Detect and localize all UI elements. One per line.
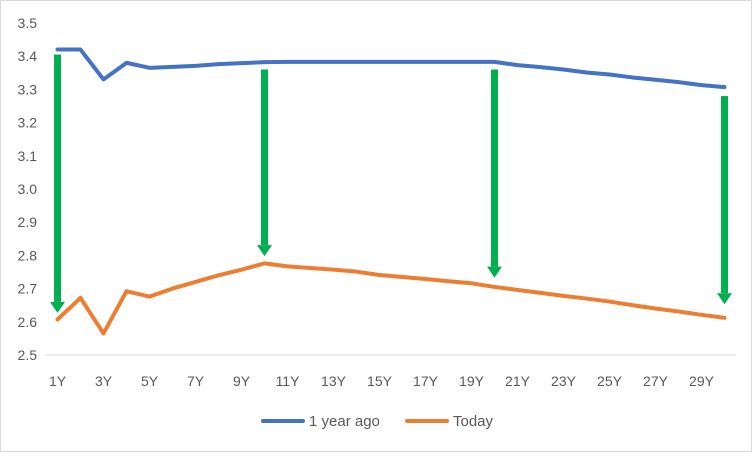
x-tick-label: 7Y xyxy=(187,373,205,389)
x-tick-label: 21Y xyxy=(505,373,531,389)
y-axis: 2.5 2.6 2.7 2.8 2.9 3.0 3.1 3.2 3.3 3.4 3.5 xyxy=(18,15,38,363)
x-tick-label: 5Y xyxy=(141,373,159,389)
series-line-today xyxy=(55,261,727,336)
y-tick-label: 3.2 xyxy=(18,115,38,131)
down-arrow-icon xyxy=(717,96,732,305)
y-tick-label: 3.5 xyxy=(18,15,38,31)
legend-item-one-year-ago: 1 year ago xyxy=(261,413,380,430)
x-axis: 1Y 3Y 5Y 7Y 9Y 11Y 13Y 15Y 17Y 19Y 21Y 23Y 25Y 27Y 29Y xyxy=(49,373,715,389)
series-lines xyxy=(55,47,727,336)
y-tick-label: 2.9 xyxy=(18,214,38,230)
y-tick-label: 3.4 xyxy=(18,48,38,64)
down-arrow-icon xyxy=(50,54,65,313)
x-tick-label: 27Y xyxy=(643,373,669,389)
x-tick-label: 11Y xyxy=(276,373,301,389)
series-line-one-year-ago xyxy=(55,47,727,90)
x-tick-label: 25Y xyxy=(597,373,623,389)
down-arrow-icon xyxy=(487,69,502,278)
y-tick-label: 3.0 xyxy=(18,181,38,197)
y-tick-label: 2.7 xyxy=(18,281,38,297)
y-tick-label: 3.3 xyxy=(18,81,38,97)
arrow-annotations xyxy=(50,54,732,313)
y-tick-label: 3.1 xyxy=(18,148,38,164)
x-tick-label: 15Y xyxy=(367,373,393,389)
legend-label: Today xyxy=(453,413,494,430)
x-tick-label: 19Y xyxy=(459,373,485,389)
x-tick-label: 3Y xyxy=(95,373,113,389)
legend: 1 year ago Today xyxy=(261,413,494,430)
x-tick-label: 13Y xyxy=(321,373,347,389)
y-tick-label: 2.8 xyxy=(18,247,38,263)
x-tick-label: 29Y xyxy=(689,373,715,389)
x-tick-label: 9Y xyxy=(233,373,251,389)
x-tick-label: 1Y xyxy=(49,373,67,389)
down-arrow-icon xyxy=(257,69,272,257)
x-tick-label: 17Y xyxy=(413,373,439,389)
legend-label: 1 year ago xyxy=(309,413,380,430)
y-tick-label: 2.6 xyxy=(18,314,38,330)
x-tick-label: 23Y xyxy=(551,373,577,389)
y-tick-label: 2.5 xyxy=(18,347,38,363)
legend-item-today: Today xyxy=(405,413,494,430)
